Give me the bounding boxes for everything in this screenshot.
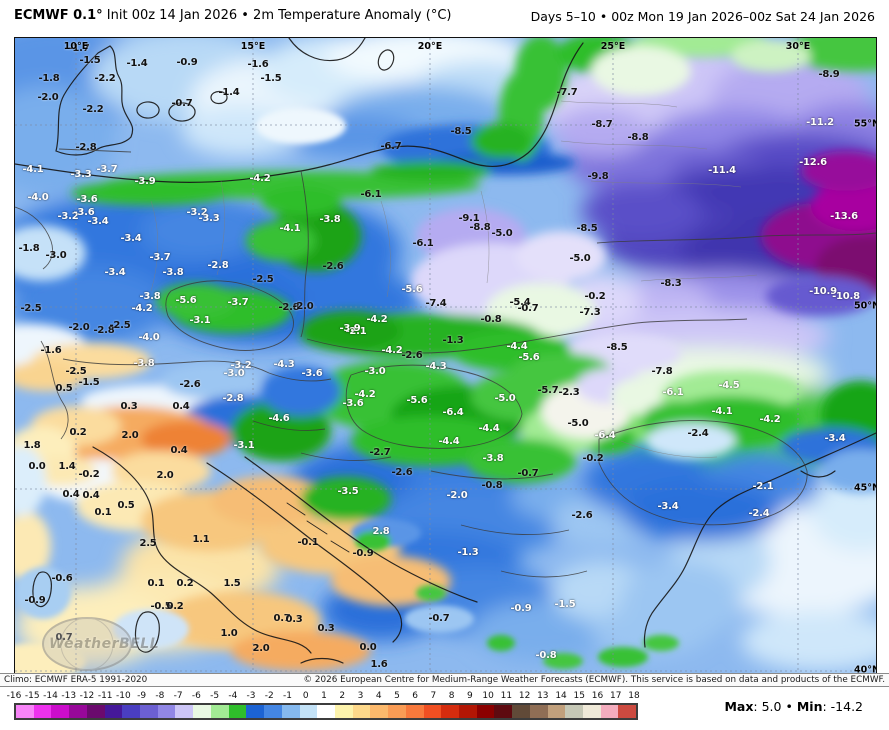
- colorbar-tick-label: 17: [610, 691, 622, 701]
- max-min-stats: Max: 5.0 • Min: -14.2: [724, 699, 863, 714]
- colorbar-tick-label: 4: [375, 691, 382, 701]
- colorbar-tick-label: -7: [173, 691, 183, 701]
- title-init-and-variable: Init 00z 14 Jan 2026 • 2m Temperature An…: [102, 8, 452, 23]
- colorbar-segment: [317, 705, 335, 718]
- colorbar-tick-label: -16: [6, 691, 22, 701]
- colorbar-tick-label: 0: [302, 691, 309, 701]
- colorbar-segment: [157, 705, 176, 718]
- colorbar-tick-label: -13: [61, 691, 77, 701]
- colorbar-tick-label: -1: [283, 691, 293, 701]
- colorbar-tick-label: -10: [116, 691, 131, 701]
- max-label: Max: [724, 699, 754, 714]
- colorbar-segment: [423, 705, 442, 718]
- colorbar-tick-label: -9: [137, 691, 147, 701]
- colorbar-segment: [352, 705, 371, 718]
- colorbar-segment: [228, 705, 247, 718]
- attribution-bar: Climo: ECMWF ERA-5 1991-2020 © 2026 Euro…: [0, 673, 889, 687]
- graticule-lines: [15, 38, 876, 673]
- country-borders: [15, 148, 876, 578]
- colorbar-segment: [299, 705, 318, 718]
- anomaly-field-graphic: [15, 38, 876, 673]
- colorbar-segment: [16, 705, 34, 718]
- model-name: ECMWF 0.1°: [14, 8, 103, 23]
- watermark-text: WeatherBELL: [49, 636, 160, 652]
- colorbar-tick-label: 9: [467, 691, 473, 701]
- weatherbell-watermark: WeatherBELL: [35, 616, 195, 672]
- colorbar-segment: [33, 705, 52, 718]
- min-label: Min: [796, 699, 823, 714]
- colorbar-tick-label: 2: [339, 691, 346, 701]
- colorbar-segment: [193, 705, 211, 718]
- colorbar-segment: [69, 705, 87, 718]
- colorbar-segment: [388, 705, 406, 718]
- colorbar-tick-label: 10: [482, 691, 494, 701]
- colorbar-tick-label: -14: [43, 691, 58, 701]
- colorbar-tick-label: 7: [430, 691, 437, 701]
- colorbar-segment: [175, 705, 194, 718]
- colorbar-tick-label: 15: [573, 691, 586, 701]
- colorbar-segment: [458, 705, 477, 718]
- colorbar-tick-label: -11: [97, 691, 113, 701]
- local-anomaly-spots: [15, 108, 679, 673]
- colorbar-segment: [281, 705, 300, 718]
- colorbar-tick-label: 12: [518, 691, 531, 701]
- colorbar-segment: [122, 705, 141, 718]
- valid-period: Days 5–10 • 00z Mon 19 Jan 2026–00z Sat …: [530, 9, 875, 24]
- colorbar-tick-label: -4: [228, 691, 238, 701]
- colorbar-segment: [405, 705, 424, 718]
- colorbar-segment: [618, 705, 637, 718]
- colorbar-tick-label: 11: [500, 691, 513, 701]
- colorbar-tick-label: -12: [79, 691, 95, 701]
- colorbar-tick-label: 6: [412, 691, 419, 701]
- colorbar-ticks: -16 -15 -14 -13 -12 -11 -10 -9 -8 -7 -6 -5 -4 -3 -2 -1 0…: [7, 691, 640, 702]
- colorbar-segment: [246, 705, 265, 718]
- admin-borders: [150, 100, 758, 458]
- colorbar-segment: [494, 705, 513, 718]
- map-canvas: -1.7 -1.5 -1.4 -0.9 -1.6 -1.5 -1.8 -2.2 -2.0 -1.4…: [14, 37, 877, 674]
- stats-bullet: •: [785, 699, 793, 714]
- colorbar-tick-label: -3: [246, 691, 256, 701]
- colorbar-tick-label: -2: [264, 691, 274, 701]
- colorbar-segment: [583, 705, 601, 718]
- colorbar-tick-label: 16: [591, 691, 604, 701]
- colorbar-segment: [529, 705, 548, 718]
- climo-source: Climo: ECMWF ERA-5 1991-2020: [4, 675, 148, 685]
- weatherbell-logo-icon: [42, 617, 132, 671]
- colorbar-segment: [334, 705, 353, 718]
- colorbar-segment: [565, 705, 583, 718]
- colorbar-tick-label: 3: [357, 691, 364, 701]
- colorbar-tick-label: 14: [555, 691, 567, 701]
- colorbar-segment: [547, 705, 566, 718]
- colorbar-segment: [441, 705, 459, 718]
- colorbar-segment: [476, 705, 495, 718]
- colorbar-tick-label: -6: [191, 691, 201, 701]
- colorbar-segment: [512, 705, 530, 718]
- broad-anomaly-fields: [15, 38, 876, 671]
- colorbar-tick-label: -15: [24, 691, 40, 701]
- colorbar-segment: [210, 705, 229, 718]
- colorbar-segment: [104, 705, 123, 718]
- colorbar-tick-label: 18: [628, 691, 640, 701]
- colorbar-tick-label: 13: [537, 691, 549, 701]
- colorbar-segments: [14, 703, 638, 720]
- min-value: -14.2: [830, 699, 863, 714]
- max-value: 5.0: [761, 699, 782, 714]
- map-title: ECMWF 0.1° Init 00z 14 Jan 2026 • 2m Tem…: [14, 8, 451, 23]
- colorbar-tick-label: -5: [210, 691, 220, 701]
- colorbar-tick-label: 8: [448, 691, 455, 701]
- colorbar-tick-label: 1: [321, 691, 327, 701]
- copyright-notice: © 2026 European Centre for Medium-Range …: [303, 675, 885, 685]
- colorbar-segment: [264, 705, 282, 718]
- colorbar-segment: [140, 705, 158, 718]
- colorbar-segment: [86, 705, 105, 718]
- colorbar-tick-label: 5: [394, 691, 400, 701]
- colorbar-segment: [370, 705, 389, 718]
- colorbar-tick-label: -8: [155, 691, 165, 701]
- colorbar-segment: [51, 705, 70, 718]
- colorbar-segment: [600, 705, 619, 718]
